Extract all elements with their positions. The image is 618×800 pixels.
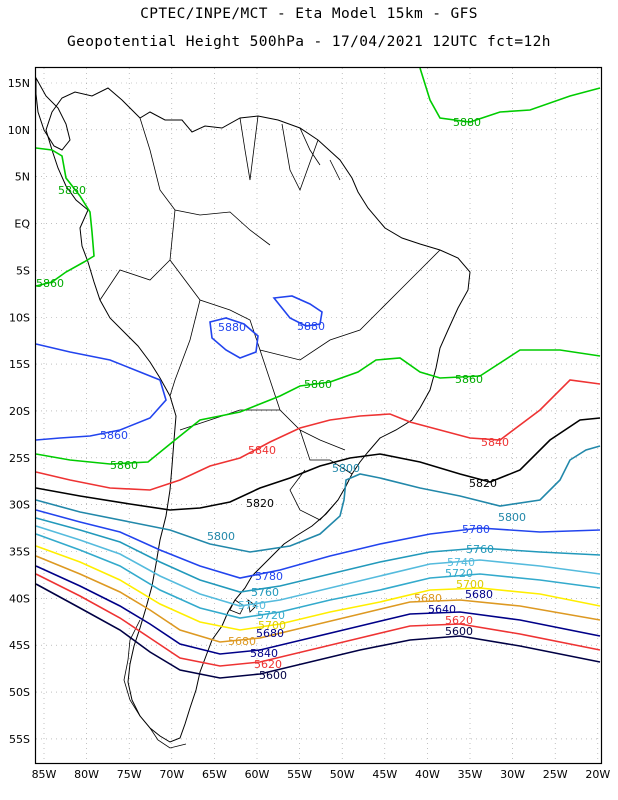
contour-5860-north-pocket — [272, 295, 323, 327]
latitude-label: 30S — [9, 499, 30, 512]
contour-label: 5740 — [447, 556, 475, 569]
longitude-labels: 85W 80W 75W 70W 65W 60W 55W 50W 45W 40W 35W 30W 25W 2… — [32, 768, 611, 781]
contour-5720 — [35, 533, 601, 619]
contour-label: 5680 — [414, 592, 442, 605]
contour-5880-central — [35, 349, 601, 465]
contour-5860-west — [35, 343, 167, 441]
contour-5800 — [35, 445, 601, 553]
central-america-coast — [35, 76, 71, 151]
contour-label: 5620 — [445, 614, 473, 627]
contour-5880-north — [419, 67, 601, 123]
contour-label: 5680 — [256, 627, 284, 640]
longitude-label: 30W — [500, 768, 525, 781]
latitude-label: 15S — [9, 358, 30, 371]
longitude-label: 35W — [458, 768, 483, 781]
contour-label: 5680 — [228, 635, 256, 648]
contour-label: 5880 — [453, 116, 481, 129]
latitude-label: 35S — [9, 546, 30, 559]
longitude-label: 55W — [287, 768, 312, 781]
contour-label: 5800 — [207, 530, 235, 543]
contour-label: 5840 — [481, 436, 509, 449]
latitude-labels: 15N 10N 5N EQ 5S 10S 15S 20S 25S 30S 35S 40S 45S 50S 5… — [8, 77, 31, 746]
contour-label: 5860 — [100, 429, 128, 442]
map-title-line-2: Geopotential Height 500hPa - 17/04/2021 … — [67, 34, 551, 50]
contour-label: 5860 — [110, 459, 138, 472]
contour-label: 5680 — [465, 588, 493, 601]
contour-label: 5780 — [255, 570, 283, 583]
longitude-label: 85W — [32, 768, 57, 781]
contour-label: 5800 — [332, 462, 360, 475]
contour-5860-pocket — [209, 317, 259, 359]
contour-label: 5800 — [498, 511, 526, 524]
latitude-label: 5N — [15, 171, 30, 184]
longitude-label: 40W — [415, 768, 440, 781]
longitude-label: 25W — [543, 768, 568, 781]
longitude-label: 65W — [202, 768, 227, 781]
map-frame — [34, 66, 603, 765]
latitude-label: 5S — [16, 264, 30, 277]
latitude-label: 15N — [8, 77, 30, 90]
contour-label: 5640 — [428, 603, 456, 616]
contour-5640 — [35, 565, 601, 655]
contour-label: 5820 — [469, 477, 497, 490]
latitude-label: 20S — [9, 405, 30, 418]
contour-label: 5760 — [251, 586, 279, 599]
longitude-label: 60W — [245, 768, 270, 781]
contour-5740 — [35, 525, 601, 607]
contour-label: 5600 — [259, 669, 287, 682]
latitude-label: 45S — [9, 639, 30, 652]
contour-5820 — [35, 417, 601, 511]
contour-label: 5880 — [297, 320, 325, 333]
latitude-label: EQ — [14, 218, 30, 231]
contour-5780 — [35, 509, 601, 579]
contour-label: 5840 — [248, 444, 276, 457]
map-title-line-1: CPTEC/INPE/MCT - Eta Model 15km - GFS — [140, 6, 478, 22]
longitude-label: 80W — [74, 768, 99, 781]
contour-labels: 5880 5880 5860 5860 5860 5860 5880 5880 … — [36, 116, 526, 682]
contour-label: 5840 — [250, 647, 278, 660]
latitude-label: 40S — [9, 592, 30, 605]
lat-lon-grid — [36, 68, 601, 763]
contour-lines — [35, 67, 601, 679]
latitude-label: 55S — [9, 733, 30, 746]
contour-label: 5720 — [257, 609, 285, 622]
contour-label: 5740 — [238, 599, 266, 612]
contour-label: 5620 — [254, 658, 282, 671]
contour-label: 5780 — [462, 523, 490, 536]
patagonia-islands — [123, 599, 257, 749]
contour-5620 — [35, 573, 601, 667]
contour-label: 5760 — [466, 543, 494, 556]
country-borders — [99, 115, 441, 521]
longitude-label: 50W — [330, 768, 355, 781]
contour-5600 — [35, 583, 601, 679]
contour-5680 — [35, 555, 601, 643]
longitude-label: 70W — [159, 768, 184, 781]
latitude-label: 10S — [9, 311, 30, 324]
latitude-label: 25S — [9, 452, 30, 465]
latitude-label: 50S — [9, 686, 30, 699]
contour-label: 5720 — [445, 567, 473, 580]
contour-label: 5860 — [455, 373, 483, 386]
contour-label: 5700 — [258, 619, 286, 632]
south-america-coast — [45, 87, 471, 743]
contour-label: 5820 — [246, 497, 274, 510]
longitude-label: 75W — [117, 768, 142, 781]
contour-label: 5880 — [218, 321, 246, 334]
contour-5700 — [35, 545, 601, 631]
longitude-label: 20W — [585, 768, 610, 781]
contour-label: 5700 — [456, 578, 484, 591]
contour-label: 5880 — [58, 184, 86, 197]
contour-label: 5860 — [36, 277, 64, 290]
contour-label: 5860 — [304, 378, 332, 391]
contour-5840 — [35, 379, 601, 491]
contour-label: 5600 — [445, 625, 473, 638]
longitude-label: 45W — [372, 768, 397, 781]
latitude-label: 10N — [8, 124, 30, 137]
contour-5760 — [35, 517, 601, 593]
contour-5880-west — [35, 147, 95, 287]
coastlines — [35, 76, 471, 749]
